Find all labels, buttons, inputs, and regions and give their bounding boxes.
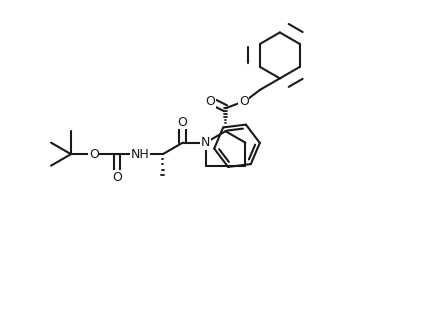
Text: NH: NH [131,148,149,161]
Text: N: N [201,136,210,149]
Text: O: O [205,95,215,108]
Text: O: O [89,148,99,161]
Text: O: O [178,115,188,129]
Text: O: O [239,95,249,108]
Text: O: O [112,171,122,184]
